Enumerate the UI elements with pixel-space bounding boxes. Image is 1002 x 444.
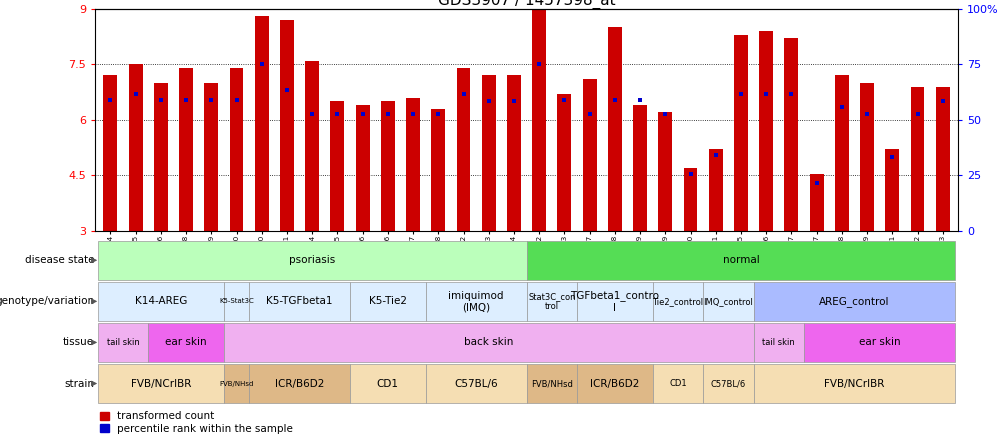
Bar: [935, 87, 949, 231]
Text: ear skin: ear skin: [858, 337, 900, 348]
Text: K5-Stat3C: K5-Stat3C: [218, 298, 254, 305]
Bar: [860, 83, 873, 231]
Text: AREG_control: AREG_control: [819, 296, 889, 307]
Bar: [248, 281, 350, 321]
Bar: [330, 101, 344, 231]
Title: GDS3907 / 1457398_at: GDS3907 / 1457398_at: [437, 0, 615, 9]
Bar: [103, 75, 117, 231]
Bar: [526, 281, 576, 321]
Text: FVB/NHsd: FVB/NHsd: [530, 379, 572, 388]
Bar: [229, 68, 243, 231]
Bar: [350, 281, 425, 321]
Bar: [607, 28, 621, 231]
Bar: [759, 31, 773, 231]
Bar: [576, 364, 652, 403]
Bar: [753, 364, 954, 403]
Text: K5-TGFbeta1: K5-TGFbeta1: [267, 296, 333, 306]
Bar: [657, 112, 671, 231]
Bar: [652, 281, 702, 321]
Bar: [248, 364, 350, 403]
Bar: [381, 101, 395, 231]
Legend: transformed count, percentile rank within the sample: transformed count, percentile rank withi…: [100, 412, 293, 433]
Text: ICR/B6D2: ICR/B6D2: [275, 378, 324, 388]
Bar: [576, 281, 652, 321]
Bar: [425, 281, 526, 321]
Text: Stat3C_con
trol: Stat3C_con trol: [527, 292, 575, 311]
Text: K5-Tie2: K5-Tie2: [369, 296, 407, 306]
Text: back skin: back skin: [464, 337, 513, 348]
Text: psoriasis: psoriasis: [289, 255, 335, 266]
Text: tail skin: tail skin: [762, 338, 795, 347]
Bar: [526, 364, 576, 403]
Bar: [98, 323, 148, 362]
Bar: [834, 75, 848, 231]
Bar: [356, 105, 369, 231]
Bar: [632, 105, 646, 231]
Bar: [784, 39, 798, 231]
Text: ear skin: ear skin: [165, 337, 206, 348]
Bar: [702, 364, 753, 403]
Bar: [809, 174, 823, 231]
Bar: [582, 79, 596, 231]
Bar: [305, 61, 319, 231]
Bar: [255, 16, 269, 231]
Bar: [702, 281, 753, 321]
Text: C57BL/6: C57BL/6: [454, 378, 497, 388]
Bar: [456, 68, 470, 231]
Text: tissue: tissue: [63, 337, 94, 348]
Bar: [910, 87, 924, 231]
Text: CD1: CD1: [668, 379, 686, 388]
Bar: [708, 150, 722, 231]
Bar: [526, 241, 954, 280]
Text: Tie2_control: Tie2_control: [651, 297, 702, 306]
Bar: [733, 35, 747, 231]
Bar: [753, 323, 804, 362]
Bar: [98, 281, 223, 321]
Bar: [532, 9, 545, 231]
Text: IMQ_control: IMQ_control: [702, 297, 753, 306]
Text: FVB/NCrIBR: FVB/NCrIBR: [824, 378, 884, 388]
Bar: [179, 68, 192, 231]
Text: FVB/NHsd: FVB/NHsd: [219, 381, 254, 387]
Bar: [148, 323, 223, 362]
Bar: [128, 64, 142, 231]
Bar: [885, 150, 899, 231]
Bar: [223, 364, 248, 403]
Bar: [204, 83, 218, 231]
Text: TGFbeta1_contro
l: TGFbeta1_contro l: [570, 290, 658, 313]
Bar: [557, 94, 571, 231]
Text: normal: normal: [721, 255, 759, 266]
Bar: [431, 109, 445, 231]
Bar: [223, 323, 753, 362]
Bar: [425, 364, 526, 403]
Bar: [507, 75, 520, 231]
Text: tail skin: tail skin: [106, 338, 139, 347]
Bar: [280, 20, 294, 231]
Text: disease state: disease state: [24, 255, 94, 266]
Text: strain: strain: [64, 378, 94, 388]
Text: CD1: CD1: [377, 378, 399, 388]
Text: imiquimod
(IMQ): imiquimod (IMQ): [448, 290, 503, 312]
Bar: [350, 364, 425, 403]
Text: C57BL/6: C57BL/6: [710, 379, 745, 388]
Bar: [406, 98, 420, 231]
Bar: [481, 75, 495, 231]
Bar: [804, 323, 954, 362]
Bar: [652, 364, 702, 403]
Bar: [753, 281, 954, 321]
Text: FVB/NCrIBR: FVB/NCrIBR: [130, 378, 190, 388]
Text: genotype/variation: genotype/variation: [0, 296, 94, 306]
Bar: [153, 83, 167, 231]
Text: K14-AREG: K14-AREG: [134, 296, 186, 306]
Bar: [683, 168, 696, 231]
Text: ICR/B6D2: ICR/B6D2: [589, 378, 639, 388]
Bar: [98, 364, 223, 403]
Bar: [223, 281, 248, 321]
Bar: [98, 241, 526, 280]
